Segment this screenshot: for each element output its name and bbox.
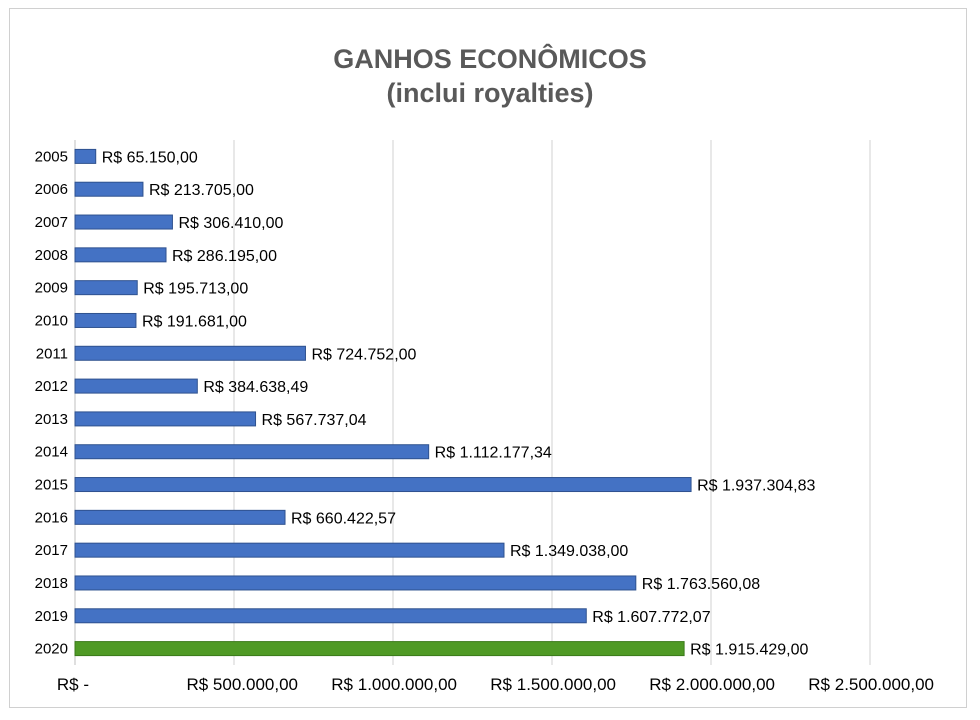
chart-title: GANHOS ECONÔMICOS	[333, 44, 647, 74]
bar-2008	[74, 247, 167, 263]
data-labels: R$ 65.150,00 R$ 213.705,00 R$ 306.410,00 R$…	[102, 149, 816, 658]
data-label: R$ 1.763.560,08	[642, 576, 760, 593]
data-label: R$ 1.915.429,00	[690, 642, 808, 659]
category-label: 2010	[35, 312, 68, 329]
x-tick-label: R$ 2.500.000,00	[808, 675, 934, 694]
bar-2018	[74, 575, 637, 591]
x-tick-label: R$ -	[57, 675, 89, 694]
category-label: 2009	[35, 280, 68, 297]
bar-2007	[74, 214, 173, 230]
bar-2017	[74, 542, 505, 558]
bar-2014	[74, 444, 430, 460]
x-tick-label: R$ 2.000.000,00	[649, 675, 775, 694]
x-tick-label: R$ 1.500.000,00	[490, 675, 616, 694]
bar-2019	[74, 608, 587, 624]
bars	[74, 148, 692, 657]
category-label: 2012	[35, 378, 68, 395]
data-label: R$ 1.112.177,34	[435, 445, 552, 462]
bar-2006	[74, 181, 144, 197]
category-label: 2013	[35, 411, 68, 428]
data-label: R$ 65.150,00	[102, 149, 198, 166]
bar-2005	[74, 148, 97, 164]
data-label: R$ 660.422,57	[291, 510, 396, 527]
category-label: 2020	[35, 641, 68, 658]
data-label: R$ 306.410,00	[178, 215, 283, 232]
bar-2012	[74, 378, 198, 394]
x-tick-label: R$ 500.000,00	[186, 675, 298, 694]
data-label: R$ 195.713,00	[143, 281, 248, 298]
data-label: R$ 1.607.772,07	[592, 609, 710, 626]
bar-2011	[74, 345, 306, 361]
chart-subtitle: (inclui royalties)	[386, 78, 594, 108]
data-label: R$ 191.681,00	[142, 313, 247, 330]
category-label: 2011	[36, 345, 68, 362]
category-labels: 2005 2006 2007 2008 2009 2010 2011 2012 2013 2014…	[35, 148, 68, 657]
category-label: 2015	[35, 477, 68, 494]
category-label: 2008	[35, 247, 68, 264]
bar-2020	[74, 641, 685, 657]
data-label: R$ 213.705,00	[149, 182, 254, 199]
category-label: 2006	[35, 181, 68, 198]
category-label: 2007	[35, 214, 68, 231]
category-label: 2017	[35, 542, 68, 559]
bar-2010	[74, 312, 137, 328]
category-label: 2019	[35, 608, 68, 625]
data-label: R$ 286.195,00	[172, 248, 277, 265]
bar-2015	[74, 477, 692, 493]
category-label: 2018	[35, 575, 68, 592]
bar-2016	[74, 509, 286, 525]
x-axis-ticks: R$ - R$ 500.000,00 R$ 1.000.000,00 R$ 1.500…	[57, 675, 934, 694]
x-tick-label: R$ 1.000.000,00	[331, 675, 457, 694]
category-label: 2005	[35, 148, 68, 165]
data-label: R$ 1.349.038,00	[510, 543, 628, 560]
data-label: R$ 724.752,00	[311, 346, 416, 363]
category-label: 2016	[35, 509, 68, 526]
data-label: R$ 384.638,49	[203, 379, 308, 396]
category-label: 2014	[35, 444, 68, 461]
data-label: R$ 567.737,04	[262, 412, 367, 429]
bar-2013	[74, 411, 257, 427]
bar-2009	[74, 280, 138, 296]
data-label: R$ 1.937.304,83	[697, 478, 815, 495]
